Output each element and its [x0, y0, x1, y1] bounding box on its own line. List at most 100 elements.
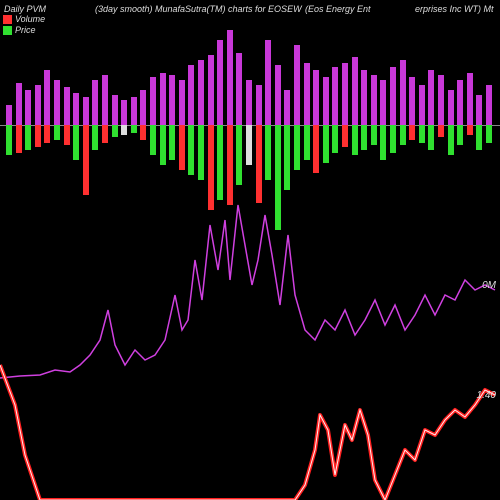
legend-volume-swatch [3, 15, 12, 24]
bar-down [256, 125, 262, 203]
bar-down [352, 125, 358, 155]
bar-down [6, 125, 12, 155]
bar-down [131, 125, 137, 133]
bar-up [44, 70, 50, 125]
bar-down [457, 125, 463, 145]
bar-down [83, 125, 89, 195]
bar-up [160, 73, 166, 125]
bar-down [188, 125, 194, 175]
bar-up [25, 90, 31, 125]
bar-up [246, 80, 252, 125]
header-left: Daily PVM [4, 4, 46, 14]
bar-up [102, 75, 108, 125]
header-center-right: (Eos Energy Ent [305, 4, 371, 14]
bar-down [112, 125, 118, 137]
bar-down [342, 125, 348, 147]
bar-up [227, 30, 233, 125]
bar-down [476, 125, 482, 150]
bar-up [92, 80, 98, 125]
volume-axis-label: 0M [482, 280, 496, 291]
bar-up [265, 40, 271, 125]
bar-up [198, 60, 204, 125]
bar-up [313, 70, 319, 125]
bar-down [208, 125, 214, 210]
bar-down [35, 125, 41, 147]
bar-up [409, 77, 415, 125]
bar-up [476, 95, 482, 125]
bar-up [150, 77, 156, 125]
bar-up [188, 65, 194, 125]
bar-up [390, 67, 396, 125]
bar-up [179, 80, 185, 125]
bar-down [428, 125, 434, 150]
legend-volume-label: Volume [15, 14, 45, 24]
price-line-chart: 1.40 [0, 355, 500, 500]
bar-down [419, 125, 425, 143]
bar-down [160, 125, 166, 165]
price-polyline-outer [0, 365, 495, 500]
bar-up [83, 97, 89, 125]
bar-up [169, 75, 175, 125]
bar-up [380, 80, 386, 125]
bar-down [265, 125, 271, 180]
volume-line-chart: 0M [0, 200, 500, 380]
bar-up [332, 67, 338, 125]
bar-up [275, 65, 281, 125]
header-right: erprises Inc WT) Mt [415, 4, 494, 14]
bar-down [25, 125, 31, 150]
bar-down [64, 125, 70, 145]
bar-up [400, 60, 406, 125]
bar-down [390, 125, 396, 153]
bar-down [371, 125, 377, 145]
bar-down [332, 125, 338, 153]
volume-svg [0, 200, 500, 380]
bar-up [256, 85, 262, 125]
price-polyline-inner [0, 365, 495, 500]
bar-down [121, 125, 127, 135]
bar-down [438, 125, 444, 137]
bar-down [198, 125, 204, 180]
bar-up [486, 85, 492, 125]
volume-polyline [0, 205, 495, 378]
bar-up [467, 73, 473, 125]
bar-up [294, 45, 300, 125]
bar-up [438, 75, 444, 125]
bar-up [131, 97, 137, 125]
bar-down [323, 125, 329, 163]
bar-down [236, 125, 242, 185]
bar-up [448, 90, 454, 125]
bar-down [409, 125, 415, 140]
bar-up [6, 105, 12, 125]
bar-down [448, 125, 454, 155]
bar-up [352, 57, 358, 125]
bar-down [227, 125, 233, 205]
bar-up [236, 53, 242, 125]
bar-up [323, 77, 329, 125]
price-axis-label: 1.40 [477, 390, 496, 401]
bar-up [419, 85, 425, 125]
bar-up [54, 80, 60, 125]
bar-up [16, 83, 22, 125]
bar-down [54, 125, 60, 140]
bar-up [457, 80, 463, 125]
bar-up [304, 63, 310, 125]
header-center-left: (3day smooth) MunafaSutra(TM) charts for… [95, 4, 302, 14]
bar-down [313, 125, 319, 173]
bar-down [150, 125, 156, 155]
bar-down [217, 125, 223, 200]
bar-up [35, 85, 41, 125]
bar-down [294, 125, 300, 170]
bar-down [73, 125, 79, 160]
bar-up [121, 100, 127, 125]
bar-down [140, 125, 146, 140]
bar-up [284, 90, 290, 125]
bar-down [361, 125, 367, 150]
bar-up [208, 55, 214, 125]
price-svg [0, 355, 500, 500]
bar-down [284, 125, 290, 190]
bar-down [102, 125, 108, 143]
bar-up [361, 70, 367, 125]
bar-chart [0, 30, 500, 200]
bar-down [380, 125, 386, 160]
bar-up [428, 70, 434, 125]
